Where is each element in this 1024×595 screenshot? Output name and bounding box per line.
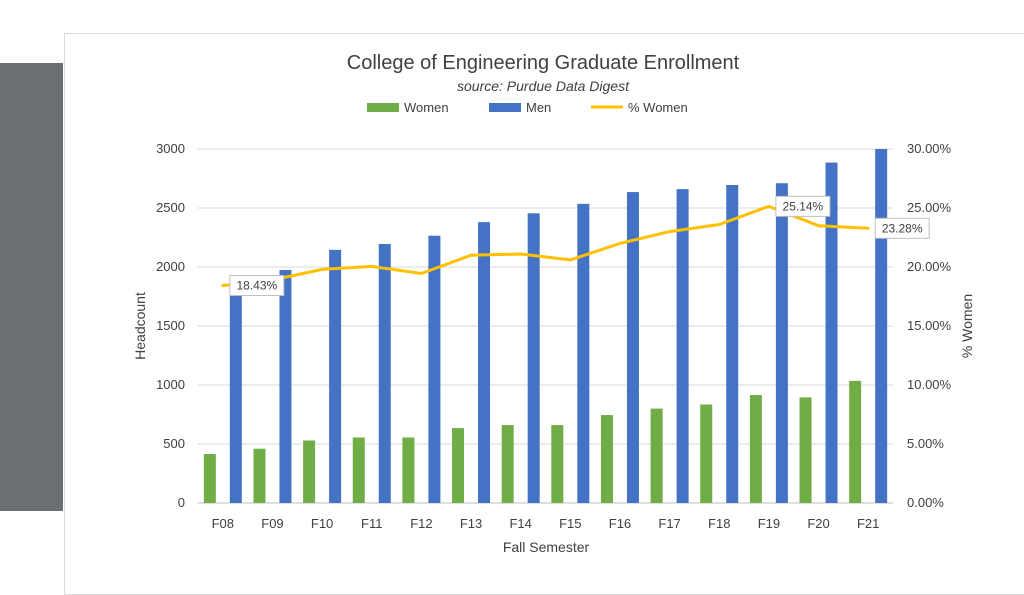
y2-tick-label: 10.00% bbox=[907, 377, 952, 392]
y2-tick-label: 0.00% bbox=[907, 495, 944, 510]
data-label-f08: 18.43% bbox=[229, 275, 285, 297]
bar-men-f18 bbox=[726, 184, 739, 504]
x-tick-label: F11 bbox=[361, 516, 382, 531]
x-tick-label: F17 bbox=[658, 516, 680, 531]
bar-men-f09 bbox=[279, 269, 292, 503]
x-tick-label: F16 bbox=[609, 516, 631, 531]
legend-label-men: Men bbox=[526, 100, 551, 115]
y2-tick-label: 25.00% bbox=[907, 200, 952, 215]
x-tick-label: F12 bbox=[410, 516, 432, 531]
enrollment-chart: College of Engineering Graduate Enrollme… bbox=[132, 52, 975, 555]
bar-women-f20 bbox=[799, 397, 812, 503]
y-tick-label: 500 bbox=[163, 436, 185, 451]
bar-men-f21 bbox=[875, 149, 888, 503]
x-axis-title: Fall Semester bbox=[503, 539, 590, 555]
data-label-f21: 23.28% bbox=[874, 217, 930, 239]
bar-women-f19 bbox=[749, 395, 762, 503]
y-tick-label: 0 bbox=[178, 495, 185, 510]
legend-label-pct-women: % Women bbox=[628, 100, 688, 115]
y-axis-title: Headcount bbox=[132, 292, 148, 360]
y2-axis-title: % Women bbox=[959, 294, 975, 358]
bar-women-f15 bbox=[551, 425, 564, 503]
y-tick-label: 1000 bbox=[156, 377, 185, 392]
pct-women-line bbox=[221, 204, 870, 288]
pct-women-point-f19 bbox=[767, 204, 771, 208]
bar-men-f16 bbox=[626, 192, 639, 503]
data-label-f19: 25.14% bbox=[775, 195, 831, 217]
side-decoration-bar bbox=[0, 63, 63, 511]
bar-men-f13 bbox=[478, 222, 491, 503]
bars bbox=[203, 149, 888, 504]
legend: Women Men % Women bbox=[367, 100, 688, 115]
bar-women-f21 bbox=[849, 380, 862, 503]
legend-swatch-women bbox=[367, 103, 399, 112]
bar-women-f14 bbox=[501, 425, 514, 503]
data-label-box bbox=[874, 217, 930, 239]
x-tick-label: F09 bbox=[261, 516, 283, 531]
bar-men-f11 bbox=[378, 243, 391, 504]
x-tick-label: F19 bbox=[758, 516, 780, 531]
bar-women-f09 bbox=[253, 448, 266, 503]
x-tick-label: F14 bbox=[509, 516, 531, 531]
pct-women-point-f17 bbox=[668, 230, 672, 234]
y2-tick-label: 15.00% bbox=[907, 318, 952, 333]
bar-men-f20 bbox=[825, 162, 838, 503]
bar-men-f12 bbox=[428, 235, 441, 504]
bar-women-f10 bbox=[303, 440, 316, 503]
chart-subtitle: source: Purdue Data Digest bbox=[457, 78, 630, 94]
data-label-text: 23.28% bbox=[882, 221, 923, 235]
pct-women-point-f15 bbox=[568, 258, 572, 262]
legend-swatch-men bbox=[489, 103, 521, 112]
pct-women-point-f12 bbox=[419, 271, 423, 275]
bar-women-f17 bbox=[650, 408, 663, 503]
bar-men-f14 bbox=[527, 213, 540, 503]
bar-women-f13 bbox=[452, 428, 465, 503]
bar-men-f10 bbox=[329, 249, 342, 503]
pct-women-series-line bbox=[222, 204, 869, 288]
pct-women-point-f20 bbox=[817, 224, 821, 228]
data-label-box bbox=[775, 195, 831, 217]
y2-tick-label: 30.00% bbox=[907, 141, 952, 156]
pct-women-point-f08 bbox=[221, 284, 225, 288]
data-label-text: 18.43% bbox=[236, 279, 277, 293]
chart-frame bbox=[64, 33, 1024, 595]
chart-title: College of Engineering Graduate Enrollme… bbox=[347, 52, 740, 74]
y-tick-label: 1500 bbox=[156, 318, 185, 333]
pct-women-point-f18 bbox=[717, 223, 721, 227]
x-tick-label: F15 bbox=[559, 516, 581, 531]
pct-women-point-f16 bbox=[618, 241, 622, 245]
y-tick-label: 2500 bbox=[156, 200, 185, 215]
y2-tick-label: 5.00% bbox=[907, 436, 944, 451]
data-labels: 18.43% 25.14% 23.28% bbox=[229, 195, 930, 297]
bar-men-f17 bbox=[676, 189, 689, 503]
x-tick-label: F21 bbox=[857, 516, 879, 531]
pct-women-point-f14 bbox=[519, 252, 523, 256]
bar-women-f16 bbox=[600, 415, 613, 503]
pct-women-point-f11 bbox=[370, 264, 374, 268]
y-tick-label: 3000 bbox=[156, 141, 185, 156]
bar-men-f19 bbox=[775, 183, 788, 503]
legend-label-women: Women bbox=[404, 100, 449, 115]
x-tick-label: F10 bbox=[311, 516, 333, 531]
axis-ticks: 0 500 1000 1500 2000 2500 3000 0.00% 5.00% 10.00%… bbox=[156, 141, 951, 531]
x-tick-label: F18 bbox=[708, 516, 730, 531]
bar-women-f08 bbox=[203, 454, 216, 503]
bar-women-f18 bbox=[700, 404, 713, 503]
y2-tick-label: 20.00% bbox=[907, 259, 952, 274]
bar-women-f11 bbox=[352, 437, 365, 503]
x-tick-label: F13 bbox=[460, 516, 482, 531]
y-tick-label: 2000 bbox=[156, 259, 185, 274]
x-tick-label: F08 bbox=[212, 516, 234, 531]
data-label-box bbox=[229, 275, 285, 297]
data-label-text: 25.14% bbox=[783, 199, 824, 213]
pct-women-point-f10 bbox=[320, 267, 324, 271]
pct-women-point-f13 bbox=[469, 253, 473, 257]
bar-women-f12 bbox=[402, 437, 415, 503]
x-tick-label: F20 bbox=[807, 516, 829, 531]
pct-women-point-f21 bbox=[866, 226, 870, 230]
bar-men-f08 bbox=[229, 285, 242, 503]
bar-men-f15 bbox=[577, 203, 590, 503]
